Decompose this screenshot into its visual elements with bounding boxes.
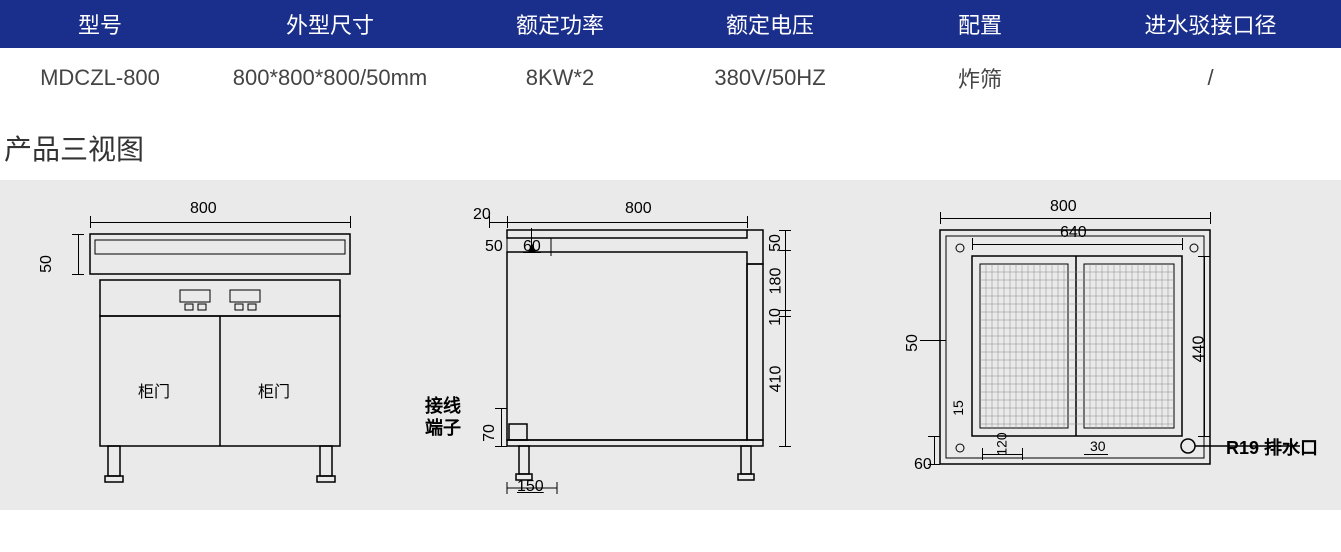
front-door-left: 柜门: [138, 378, 170, 402]
top-dim-120: 120: [994, 432, 1010, 455]
th-config: 配置: [880, 8, 1080, 40]
three-view-diagram: 800 50 柜: [0, 180, 1341, 510]
td-model: MDCZL-800: [0, 65, 200, 91]
top-dim-60: 60: [914, 456, 932, 474]
th-inlet: 进水驳接口径: [1080, 8, 1341, 40]
top-dim-l50: 50: [904, 334, 922, 352]
spec-table-header: 型号 外型尺寸 额定功率 额定电压 配置 进水驳接口径: [0, 0, 1341, 48]
top-dim-30: 30: [1090, 438, 1106, 454]
td-config: 炸筛: [880, 62, 1080, 94]
front-view: 800 50 柜: [40, 200, 370, 490]
th-size: 外型尺寸: [200, 8, 460, 40]
td-size: 800*800*800/50mm: [200, 65, 460, 91]
th-model: 型号: [0, 8, 200, 40]
side-dim-70: 70: [481, 424, 499, 442]
th-power: 额定功率: [460, 8, 660, 40]
side-dim-150: 150: [517, 478, 544, 496]
front-door-right: 柜门: [258, 378, 290, 402]
td-power: 8KW*2: [460, 65, 660, 91]
th-volt: 额定电压: [660, 8, 880, 40]
td-inlet: /: [1080, 65, 1341, 91]
side-terminal-l2: 端子: [425, 414, 461, 440]
top-view: 800 640: [890, 200, 1320, 500]
top-dim-15: 15: [950, 400, 966, 416]
top-drain-label: R19 排水口: [1226, 434, 1318, 460]
top-dim-440: 440: [1190, 336, 1208, 363]
side-view: 20 800 50 60: [445, 200, 805, 500]
side-dim-410: 410: [767, 366, 785, 393]
side-dim-180: 180: [767, 268, 785, 295]
section-title: 产品三视图: [4, 128, 1341, 168]
td-volt: 380V/50HZ: [660, 65, 880, 91]
spec-table-row: MDCZL-800 800*800*800/50mm 8KW*2 380V/50…: [0, 48, 1341, 108]
